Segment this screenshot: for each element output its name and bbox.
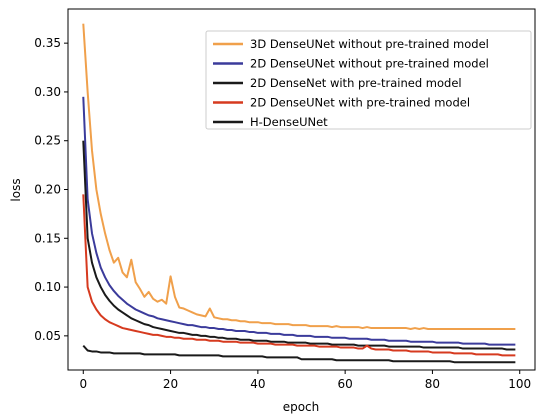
x-tick-label-1: 20	[163, 377, 178, 391]
legend-label-3: 2D DenseUNet with pre-trained model	[250, 96, 470, 110]
y-axis-label: loss	[9, 178, 23, 201]
y-tick-label-4: 0.25	[34, 134, 61, 148]
x-tick-label-2: 40	[250, 377, 265, 391]
legend-label-0: 3D DenseUNet without pre-trained model	[250, 37, 489, 51]
y-tick-label-2: 0.15	[34, 231, 61, 245]
legend-items: 3D DenseUNet without pre-trained model 2D…	[213, 37, 489, 129]
series-line-2	[82, 140, 516, 351]
x-axis-label: epoch	[283, 400, 320, 414]
series-line-1	[82, 96, 516, 346]
legend-box	[205, 30, 532, 130]
y-axis: 0.05 0.10 0.15 0.20 0.25 0.30 0.35	[34, 36, 68, 343]
legend-label-4: H-DenseUNet	[250, 115, 328, 129]
y-tick-label-0: 0.05	[34, 329, 61, 343]
series-line-3	[82, 194, 516, 357]
series-line-4	[82, 344, 516, 364]
series-line-0	[82, 23, 516, 331]
y-tick-label-5: 0.30	[34, 85, 61, 99]
legend-label-2: 2D DenseNet with pre-trained model	[250, 76, 462, 90]
x-axis: 0 20 40 60 80 100	[79, 370, 531, 391]
legend: 3D DenseUNet without pre-trained model 2D…	[205, 30, 532, 130]
x-tick-label-0: 0	[79, 377, 87, 391]
legend-label-1: 2D DenseUNet without pre-trained model	[250, 57, 489, 71]
y-tick-label-1: 0.10	[34, 280, 61, 294]
series-layer	[82, 23, 516, 364]
x-tick-label-4: 80	[425, 377, 440, 391]
x-tick-label-3: 60	[338, 377, 353, 391]
x-tick-label-5: 100	[508, 377, 531, 391]
y-tick-label-3: 0.20	[34, 183, 61, 197]
y-tick-label-6: 0.35	[34, 36, 61, 50]
